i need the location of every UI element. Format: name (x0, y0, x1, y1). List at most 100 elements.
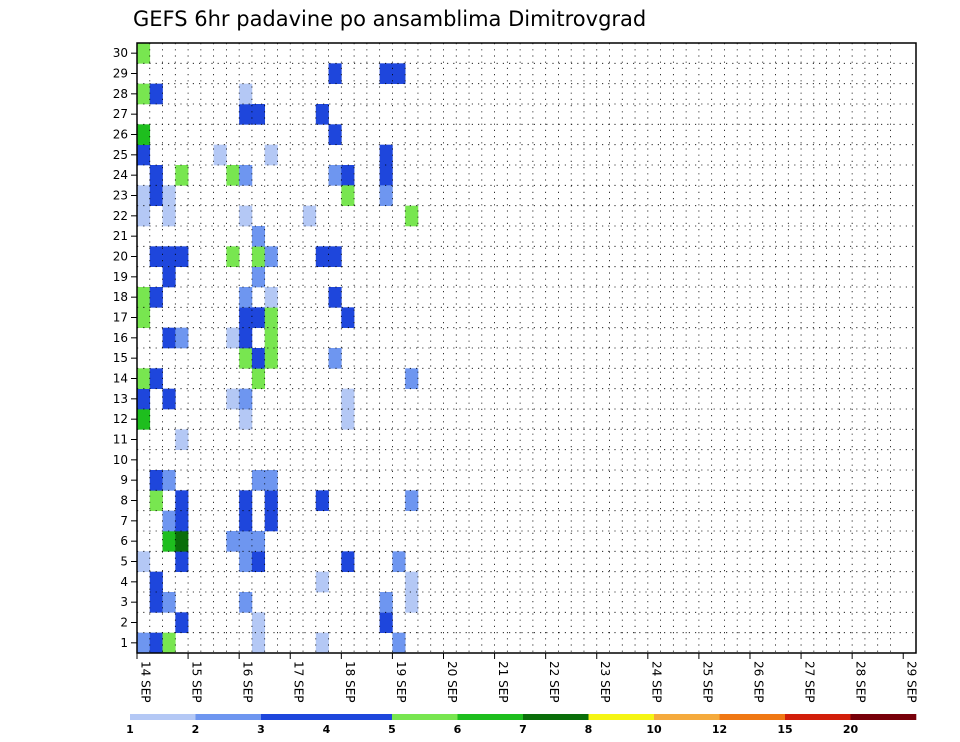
heatmap-cell (264, 510, 278, 532)
heatmap-cell (226, 165, 240, 186)
colorbar-label: 12 (712, 723, 727, 736)
heatmap-cell (239, 165, 253, 186)
heatmap-cell (175, 246, 189, 267)
heatmap-cell (239, 388, 253, 410)
heatmap-cell (137, 368, 151, 389)
y-tick-label: 16 (113, 331, 128, 345)
y-tick-label: 22 (113, 209, 128, 223)
heatmap-cell (239, 348, 253, 369)
heatmap-cell (251, 632, 265, 654)
colorbar-swatch (719, 714, 786, 720)
heatmap-cell (137, 551, 151, 572)
x-tick-label: 21 SEP (496, 661, 510, 703)
heatmap-cell (175, 429, 189, 450)
x-tick-label: 23 SEP (598, 661, 612, 703)
heatmap-cell (149, 287, 163, 308)
heatmap-cell (251, 348, 265, 369)
colorbar-swatch (392, 714, 458, 720)
heatmap-cell (405, 592, 419, 613)
heatmap-cell (379, 592, 393, 613)
heatmap-cell (213, 144, 227, 166)
colorbar-label: 4 (323, 723, 331, 736)
y-tick-label: 2 (120, 616, 128, 630)
heatmap-cell (315, 104, 329, 125)
heatmap-cell (149, 368, 163, 389)
heatmap-cell (149, 571, 163, 593)
heatmap-cell (341, 409, 355, 430)
heatmap-cell (341, 165, 355, 186)
heatmap-cell (264, 348, 278, 369)
heatmap-cell (137, 43, 151, 64)
heatmap-cell (328, 124, 342, 145)
heatmap-cell (239, 327, 253, 349)
x-tick-label: 16 SEP (241, 661, 255, 703)
y-tick-label: 24 (113, 168, 128, 182)
heatmap-cell (149, 490, 163, 511)
heatmap-cell (328, 348, 342, 369)
y-tick-label: 12 (113, 412, 128, 426)
y-tick-label: 11 (113, 433, 128, 447)
heatmap-cell (137, 205, 151, 227)
heatmap-cell (264, 470, 278, 491)
heatmap-cell (175, 531, 189, 552)
heatmap-cell (149, 470, 163, 491)
heatmap-cell (405, 368, 419, 389)
colorbar-label: 15 (777, 723, 792, 736)
x-tick-label: 25 SEP (700, 661, 714, 703)
heatmap-cell (149, 246, 163, 267)
heatmap-cell (264, 246, 278, 267)
heatmap-cell (239, 83, 253, 105)
y-tick-label: 26 (113, 128, 128, 142)
heatmap-cell (392, 632, 406, 654)
heatmap-cell (405, 490, 419, 511)
y-tick-label: 7 (120, 514, 128, 528)
colorbar-swatch (326, 714, 393, 720)
x-tick-label: 27 SEP (803, 661, 817, 703)
y-tick-label: 27 (113, 107, 128, 121)
colorbar-swatch (457, 714, 524, 720)
heatmap-cell (137, 409, 151, 430)
colorbar-swatch (785, 714, 851, 720)
x-tick-label: 17 SEP (292, 661, 306, 703)
y-tick-label: 6 (120, 534, 128, 548)
heatmap-cell (315, 571, 329, 593)
colorbar-swatch (195, 714, 262, 720)
colorbar-label: 8 (585, 723, 593, 736)
heatmap-cell (149, 165, 163, 186)
heatmap-cell (264, 287, 278, 308)
heatmap-cell (175, 490, 189, 511)
heatmap-cell (137, 185, 151, 206)
y-tick-label: 18 (113, 290, 128, 304)
x-tick-label: 18 SEP (343, 661, 357, 703)
heatmap-cell (379, 165, 393, 186)
heatmap-cell (137, 632, 151, 654)
heatmap-cell (162, 592, 176, 613)
colorbar-label: 7 (519, 723, 527, 736)
heatmap-cell (341, 185, 355, 206)
heatmap-cell (239, 551, 253, 572)
heatmap-cell (341, 307, 355, 328)
colorbar-swatch (523, 714, 589, 720)
heatmap-cell (405, 205, 419, 227)
heatmap-cell (149, 83, 163, 105)
y-tick-label: 10 (113, 453, 128, 467)
heatmap-cell (239, 510, 253, 532)
heatmap-cell (251, 551, 265, 572)
heatmap-cell (379, 63, 393, 84)
colorbar-swatch (654, 714, 720, 720)
colorbar-label: 2 (192, 723, 200, 736)
heatmap-cell (137, 307, 151, 328)
heatmap-cell (162, 205, 176, 227)
heatmap-cell (341, 388, 355, 410)
colorbar-label: 10 (646, 723, 662, 736)
y-axis-ticks: 1234567891011121314151617181920212223242… (113, 46, 137, 650)
heatmap-cell (137, 83, 151, 105)
heatmap-cell (251, 307, 265, 328)
heatmap-cell (328, 246, 342, 267)
y-tick-label: 21 (113, 229, 128, 243)
heatmap-cell (175, 551, 189, 572)
chart-title: GEFS 6hr padavine po ansamblima Dimitrov… (133, 7, 646, 31)
heatmap-cell (226, 327, 240, 349)
heatmap-cells (137, 43, 419, 654)
heatmap-cell (239, 205, 253, 227)
